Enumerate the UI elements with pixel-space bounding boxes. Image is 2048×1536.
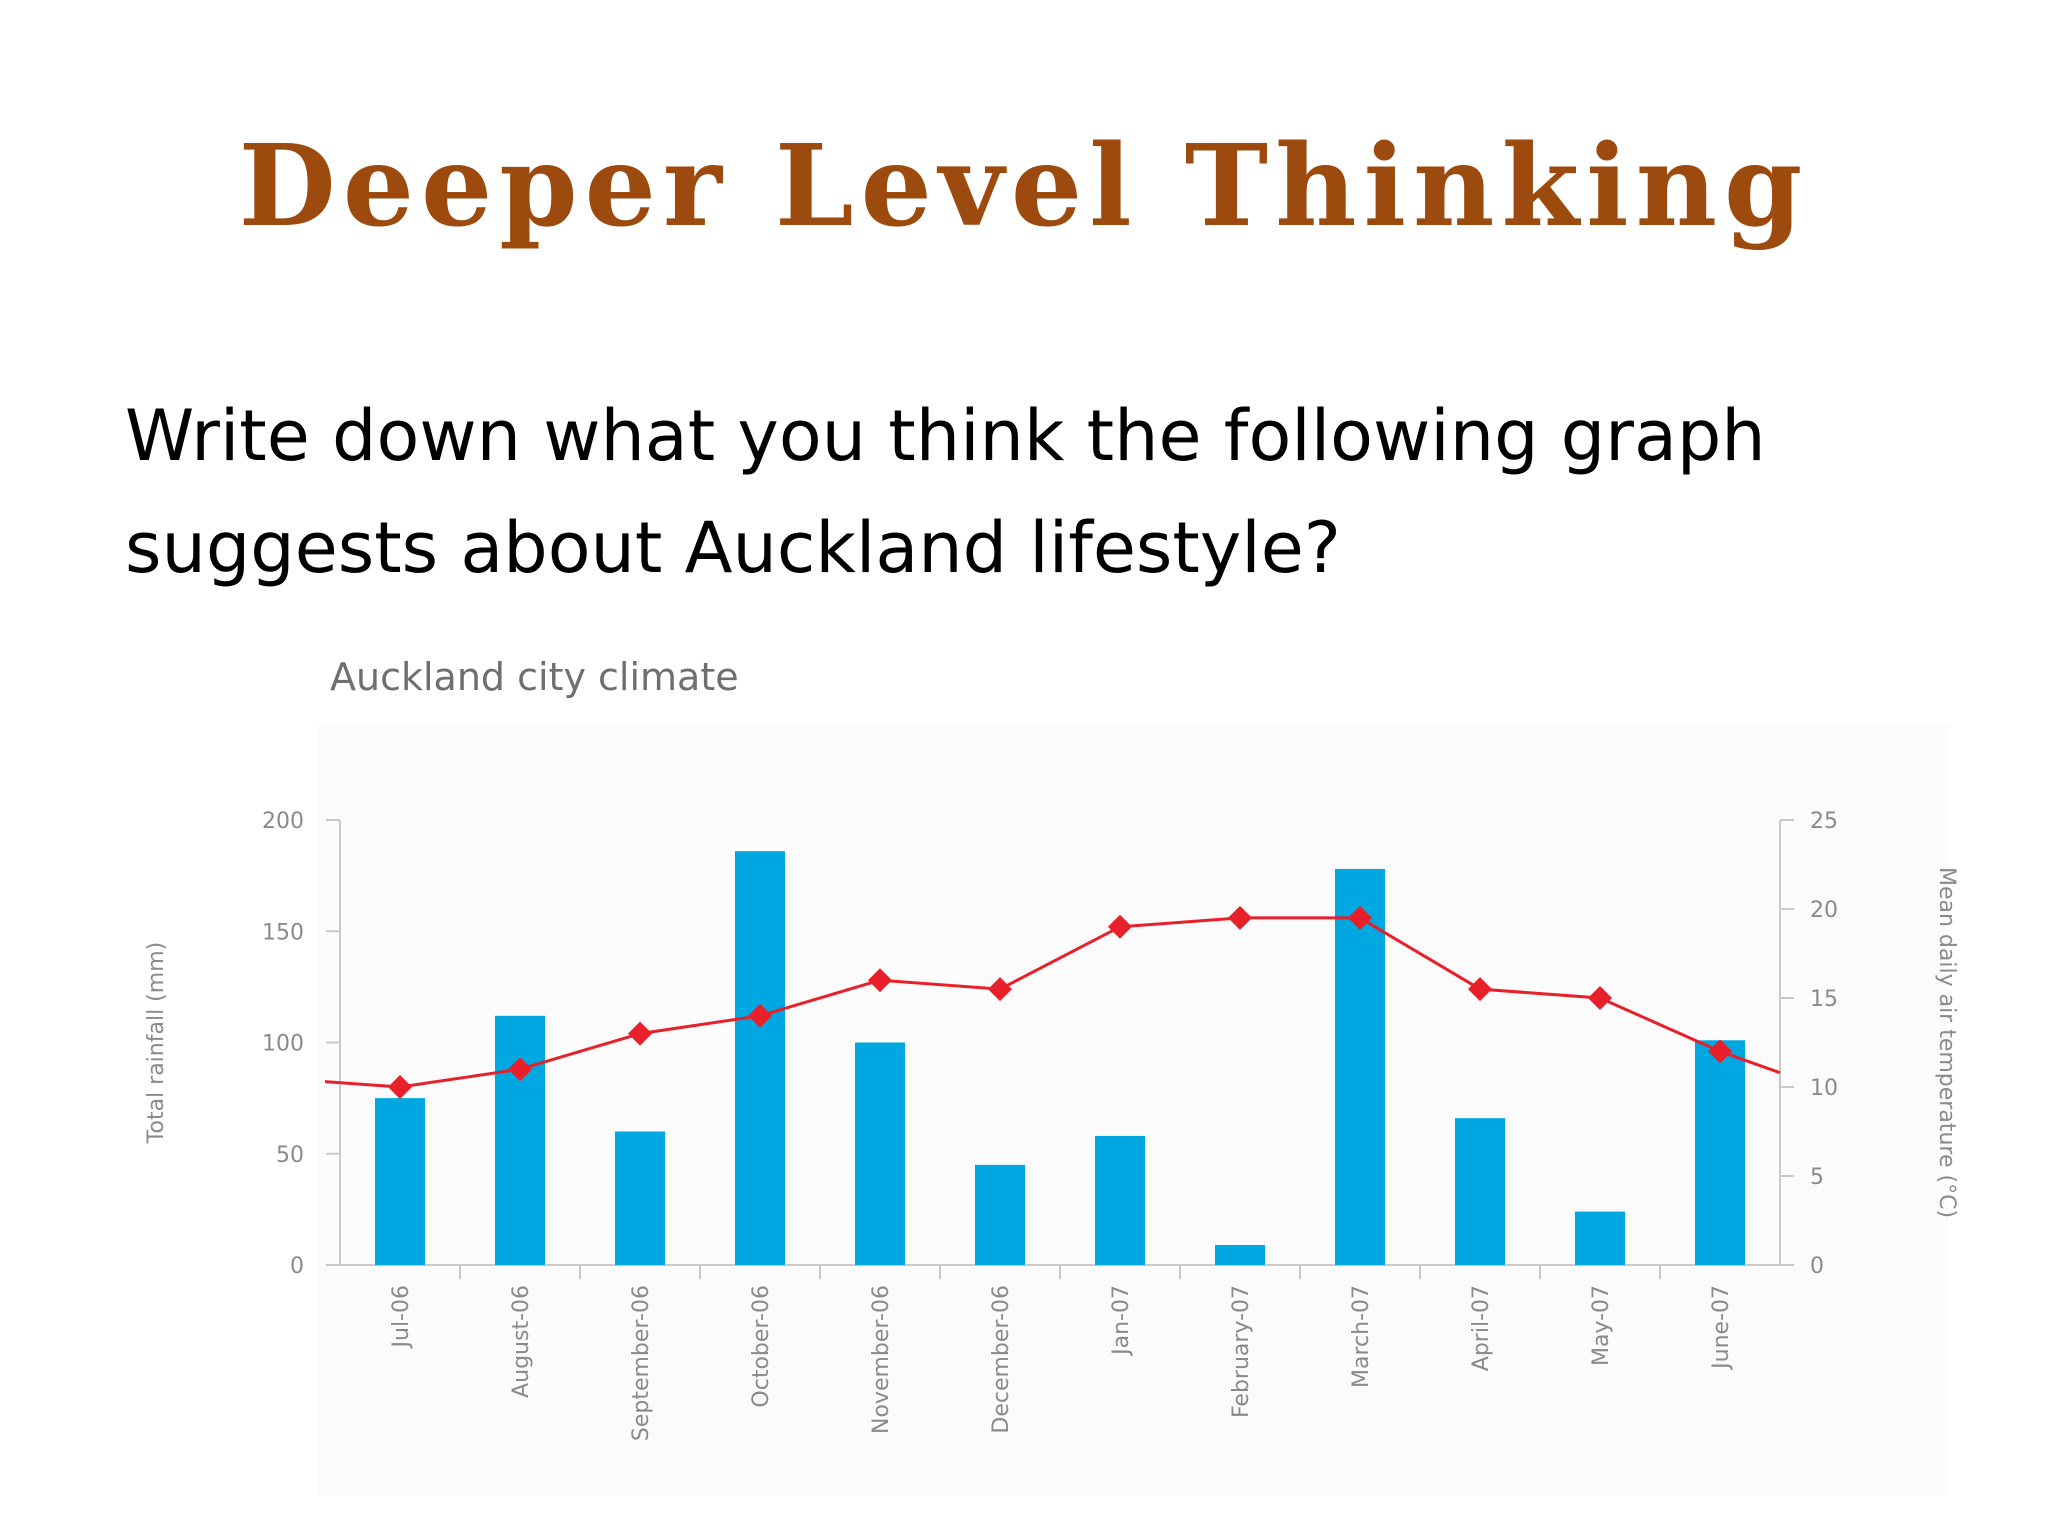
x-axis-tick-label: September-06 [629, 1285, 654, 1441]
left-axis-tick-label: 100 [262, 1032, 304, 1057]
temperature-point [1708, 1039, 1732, 1064]
question-line-2: suggests about Auckland lifestyle? [125, 507, 1341, 589]
left-axis-tick-label: 150 [262, 920, 304, 945]
temperature-point [388, 1075, 412, 1099]
x-axis-tick-label: Jul-06 [389, 1285, 414, 1349]
left-axis-tick-label: 200 [262, 809, 304, 834]
right-axis-tick-label: 10 [1810, 1076, 1838, 1101]
temperature-point [1228, 905, 1252, 930]
right-axis-label: Mean daily air temperature (°C) [1934, 867, 1959, 1218]
rainfall-bar [1215, 1244, 1265, 1265]
x-axis-tick-label: Jan-07 [1109, 1285, 1134, 1357]
rainfall-bar [495, 1015, 545, 1265]
right-axis-tick-label: 20 [1810, 898, 1838, 923]
temperature-point [1348, 905, 1372, 930]
chart-panel [318, 725, 1948, 1495]
question-text: Write down what you think the following … [125, 380, 1985, 604]
right-axis-tick-label: 0 [1810, 1254, 1824, 1279]
temperature-point [748, 1003, 772, 1028]
rainfall-bar [855, 1042, 905, 1265]
temperature-line [324, 916, 1781, 1089]
question-line-1: Write down what you think the following … [125, 395, 1766, 477]
chart-title: Auckland city climate [330, 655, 739, 699]
x-axis-tick-label: November-06 [869, 1285, 894, 1434]
x-axis-tick-label: March-07 [1349, 1285, 1374, 1388]
temperature-point [868, 968, 892, 993]
temperature-point [1588, 986, 1612, 1010]
x-axis-tick-label: April-07 [1469, 1285, 1494, 1371]
slide-title: Deeper Level Thinking [238, 121, 1810, 252]
x-axis-tick-label: August-06 [509, 1285, 534, 1398]
rainfall-bar [1335, 868, 1385, 1265]
rainfall-bar [1695, 1040, 1745, 1265]
x-axis-tick-label: February-07 [1229, 1285, 1254, 1418]
right-axis-tick-label: 5 [1810, 1165, 1824, 1190]
temperature-point [988, 977, 1012, 1002]
right-axis-tick-label: 15 [1810, 987, 1838, 1012]
temperature-point [628, 1021, 652, 1046]
x-axis-tick-label: December-06 [989, 1285, 1014, 1434]
temperature-point [1468, 977, 1492, 1002]
rainfall-bar [1455, 1118, 1505, 1265]
x-axis-tick-label: June-07 [1709, 1285, 1734, 1371]
left-axis-tick-label: 0 [290, 1254, 304, 1279]
x-axis-tick-label: May-07 [1589, 1285, 1614, 1366]
rainfall-bar [1095, 1135, 1145, 1265]
right-axis-tick-label: 25 [1810, 809, 1838, 834]
rainfall-bar [375, 1098, 425, 1265]
left-axis-tick-label: 50 [276, 1143, 304, 1168]
rainfall-bar [975, 1164, 1025, 1265]
left-axis-label: Total rainfall (mm) [144, 942, 169, 1144]
rainfall-bar [1575, 1211, 1625, 1265]
x-axis-tick-label: October-06 [749, 1285, 774, 1408]
temperature-point [1108, 914, 1132, 939]
rainfall-bar [735, 851, 785, 1265]
rainfall-bar [615, 1131, 665, 1265]
temperature-point [508, 1057, 532, 1082]
